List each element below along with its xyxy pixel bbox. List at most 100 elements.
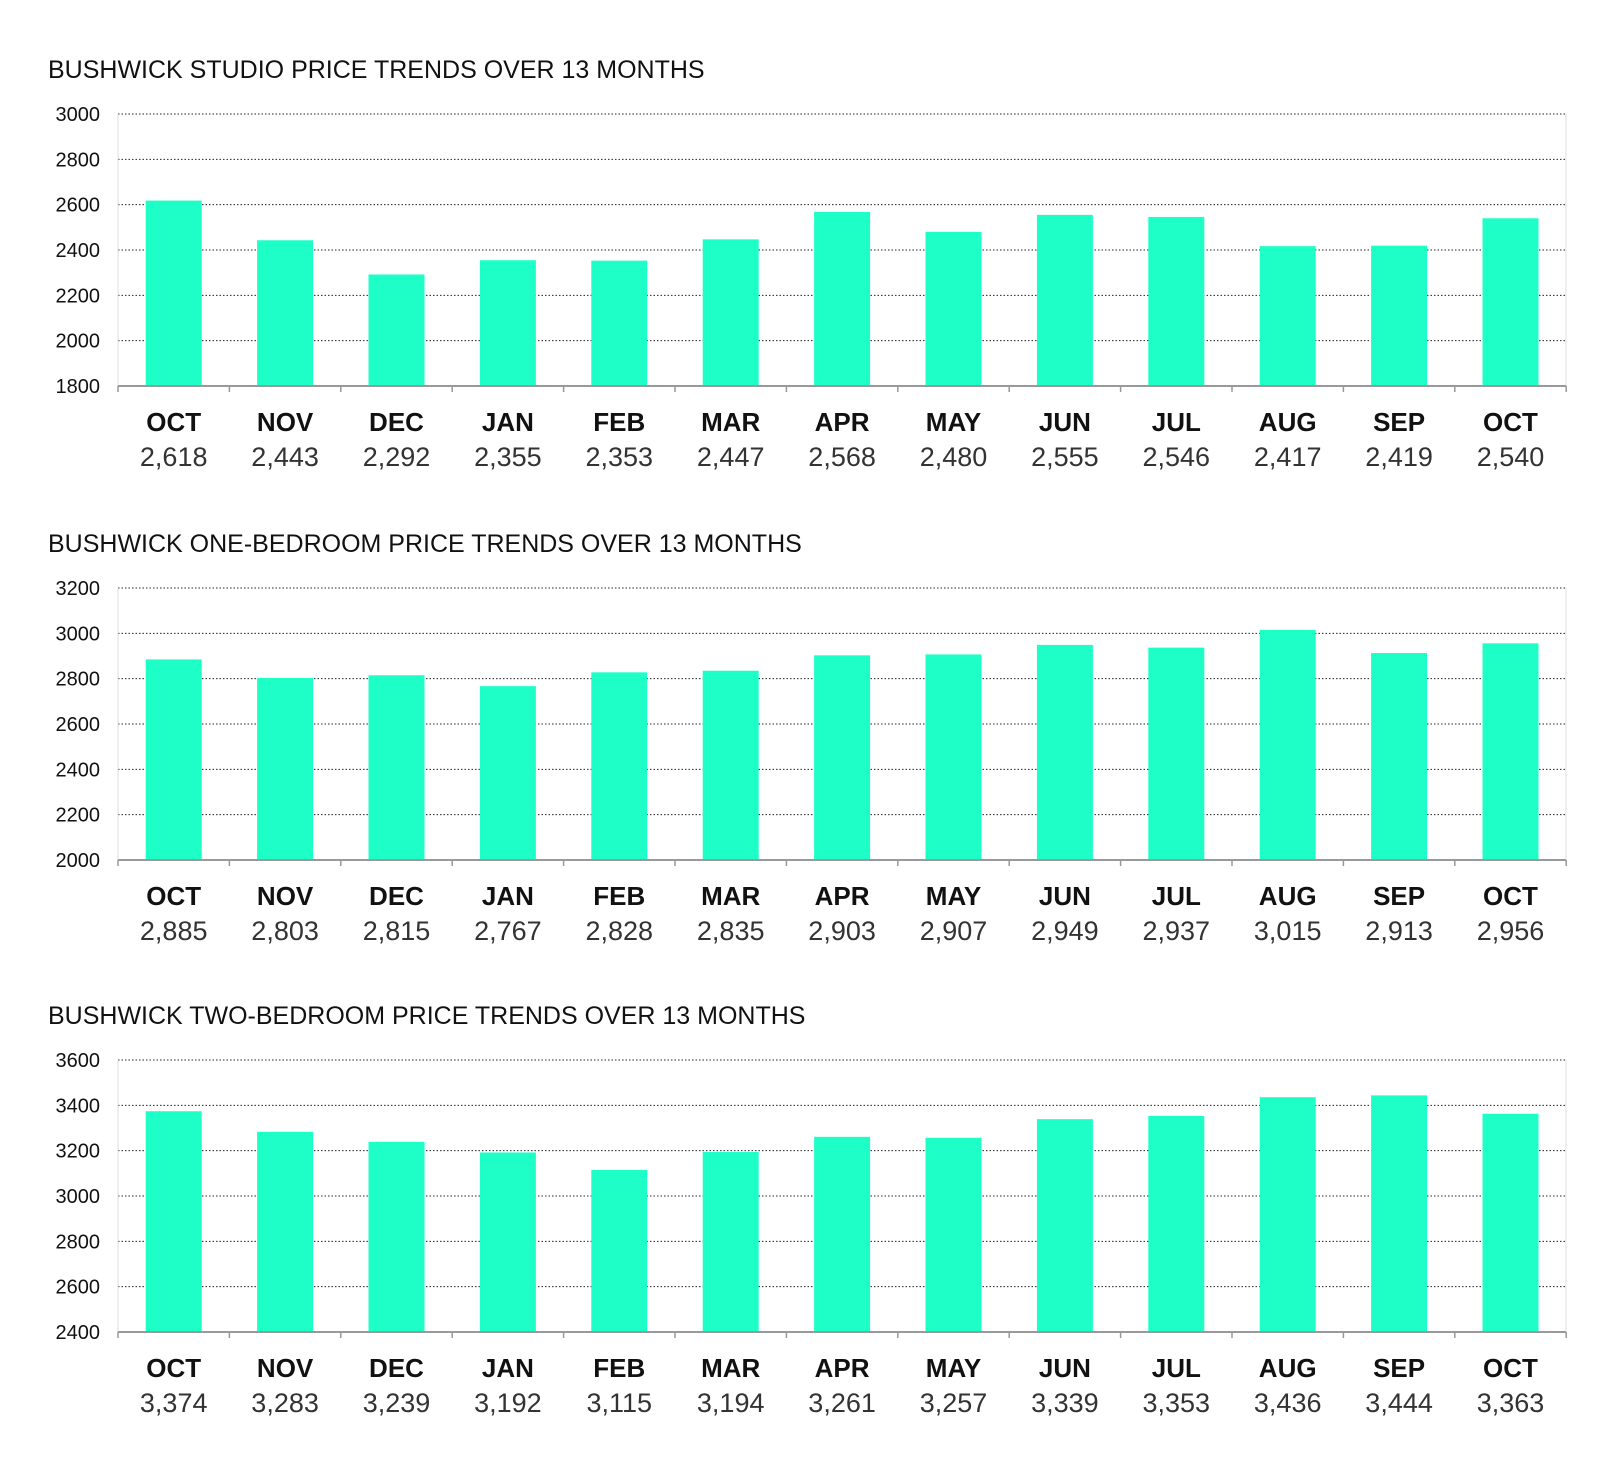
y-tick-label: 2800	[56, 1231, 101, 1253]
bar	[591, 672, 648, 860]
bar	[368, 274, 425, 386]
data-label: 2,443	[251, 442, 319, 470]
y-tick-label: 2400	[56, 240, 101, 262]
y-tick-label: 3000	[56, 623, 101, 645]
bar	[1482, 1113, 1539, 1332]
chart-panel: BUSHWICK ONE-BEDROOM PRICE TRENDS OVER 1…	[0, 474, 1600, 944]
bar	[257, 240, 314, 386]
x-tick-label: NOV	[257, 881, 314, 911]
x-tick-label: JUN	[1039, 407, 1091, 437]
data-label: 2,767	[474, 916, 542, 944]
y-tick-label: 2400	[56, 1322, 101, 1344]
bar-chart-svg: BUSHWICK STUDIO PRICE TRENDS OVER 13 MON…	[48, 56, 1567, 470]
x-tick-label: MAY	[926, 881, 981, 911]
x-tick-label: JUL	[1152, 407, 1201, 437]
x-tick-label: DEC	[369, 1353, 424, 1383]
y-tick-label: 2200	[56, 805, 101, 827]
bar	[257, 1131, 314, 1332]
data-label: 3,239	[363, 1388, 431, 1416]
x-tick-label: SEP	[1373, 407, 1425, 437]
data-label: 2,828	[586, 916, 654, 944]
bar	[814, 211, 871, 386]
x-tick-label: FEB	[593, 1353, 645, 1383]
x-tick-label: APR	[815, 407, 870, 437]
data-label: 2,546	[1143, 442, 1211, 470]
data-label: 2,555	[1031, 442, 1099, 470]
x-tick-label: AUG	[1259, 881, 1317, 911]
data-label: 2,618	[140, 442, 208, 470]
bar	[1259, 246, 1316, 386]
bar	[591, 260, 648, 386]
bar	[1482, 643, 1539, 860]
bar	[814, 1136, 871, 1332]
data-label: 2,353	[586, 442, 654, 470]
bar	[479, 260, 536, 386]
x-tick-label: JAN	[482, 881, 534, 911]
x-tick-label: JUL	[1152, 881, 1201, 911]
data-label: 3,115	[587, 1388, 653, 1416]
data-label: 2,355	[474, 442, 542, 470]
bar	[145, 1111, 202, 1332]
y-tick-label: 2400	[56, 759, 101, 781]
x-tick-label: NOV	[257, 1353, 314, 1383]
x-tick-label: APR	[815, 881, 870, 911]
y-tick-label: 2600	[56, 1277, 101, 1299]
bar	[1371, 1095, 1428, 1332]
bar	[1148, 647, 1205, 860]
x-tick-label: MAR	[701, 881, 760, 911]
data-label: 3,283	[251, 1388, 319, 1416]
data-label: 3,353	[1143, 1388, 1211, 1416]
x-tick-label: OCT	[1483, 407, 1538, 437]
data-label: 2,480	[920, 442, 988, 470]
y-tick-label: 2800	[56, 669, 101, 691]
y-tick-label: 3000	[56, 1186, 101, 1208]
x-tick-label: JAN	[482, 407, 534, 437]
x-tick-label: MAR	[701, 1353, 760, 1383]
x-tick-label: JAN	[482, 1353, 534, 1383]
x-tick-label: JUN	[1039, 881, 1091, 911]
bar-chart-svg: BUSHWICK TWO-BEDROOM PRICE TRENDS OVER 1…	[48, 1002, 1567, 1416]
bar	[1259, 1097, 1316, 1332]
bar	[145, 200, 202, 386]
bar	[925, 1137, 982, 1332]
bar	[1259, 629, 1316, 860]
x-tick-label: MAY	[926, 1353, 981, 1383]
chart-title: BUSHWICK TWO-BEDROOM PRICE TRENDS OVER 1…	[48, 1002, 805, 1030]
data-label: 2,419	[1365, 442, 1433, 470]
x-tick-label: MAR	[701, 407, 760, 437]
data-label: 2,835	[697, 916, 765, 944]
x-tick-label: OCT	[146, 1353, 201, 1383]
x-tick-label: OCT	[1483, 1353, 1538, 1383]
data-label: 2,292	[363, 442, 431, 470]
bar	[368, 1141, 425, 1332]
x-tick-label: OCT	[1483, 881, 1538, 911]
x-tick-label: OCT	[146, 407, 201, 437]
chart-panel: BUSHWICK STUDIO PRICE TRENDS OVER 13 MON…	[0, 0, 1600, 470]
bar	[368, 675, 425, 860]
y-tick-label: 2000	[56, 331, 101, 353]
y-tick-label: 2800	[56, 149, 101, 171]
x-tick-label: DEC	[369, 881, 424, 911]
y-tick-label: 1800	[56, 376, 101, 398]
bar	[1036, 1119, 1093, 1332]
data-label: 2,417	[1254, 442, 1322, 470]
x-tick-label: FEB	[593, 881, 645, 911]
x-tick-label: AUG	[1259, 1353, 1317, 1383]
data-label: 2,956	[1477, 916, 1545, 944]
bar	[1371, 653, 1428, 860]
x-tick-label: OCT	[146, 881, 201, 911]
y-tick-label: 2000	[56, 850, 101, 872]
bar	[591, 1169, 648, 1332]
data-label: 2,937	[1143, 916, 1211, 944]
bar	[702, 670, 759, 860]
y-tick-label: 3200	[56, 578, 101, 600]
y-tick-label: 3000	[56, 104, 101, 126]
y-tick-label: 2600	[56, 714, 101, 736]
y-tick-label: 3200	[56, 1141, 101, 1163]
chart-title: BUSHWICK ONE-BEDROOM PRICE TRENDS OVER 1…	[48, 530, 802, 558]
data-label: 3,192	[474, 1388, 542, 1416]
chart-panel: BUSHWICK TWO-BEDROOM PRICE TRENDS OVER 1…	[0, 946, 1600, 1416]
x-tick-label: NOV	[257, 407, 314, 437]
x-tick-label: JUN	[1039, 1353, 1091, 1383]
y-tick-label: 2200	[56, 285, 101, 307]
